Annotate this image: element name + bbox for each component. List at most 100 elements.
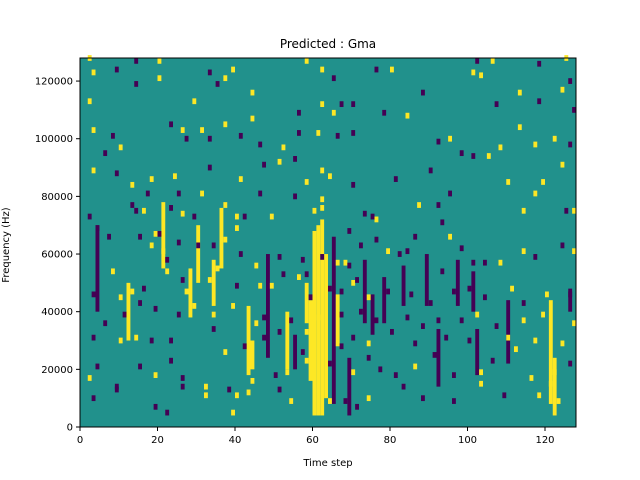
heatmap-cell xyxy=(262,161,266,168)
heatmap-cell xyxy=(289,317,294,324)
heatmap-cell xyxy=(498,259,503,266)
heatmap-cell xyxy=(223,75,228,82)
heatmap-cell xyxy=(405,112,410,119)
heatmap-band xyxy=(161,202,166,269)
heatmap-band xyxy=(362,259,367,324)
heatmap-cell xyxy=(211,326,216,332)
heatmap-cell xyxy=(304,271,309,278)
heatmap-cell xyxy=(533,337,538,344)
heatmap-band xyxy=(308,300,313,381)
heatmap-cell xyxy=(545,291,549,298)
heatmap-cell xyxy=(560,86,565,93)
heatmap-cell xyxy=(521,207,526,214)
heatmap-cell xyxy=(471,153,476,159)
heatmap-cell xyxy=(184,135,189,142)
heatmap-cell xyxy=(347,262,352,269)
heatmap-cell xyxy=(452,398,456,404)
heatmap-cell xyxy=(192,303,197,309)
heatmap-cell xyxy=(421,89,425,96)
heatmap-cell xyxy=(510,285,514,292)
heatmap-cell xyxy=(204,383,208,390)
heatmap-cell xyxy=(235,392,239,399)
heatmap-cell xyxy=(293,193,297,200)
y-tick-label: 60000 xyxy=(41,250,73,261)
heatmap-cell xyxy=(103,150,108,157)
heatmap-cell xyxy=(169,121,173,128)
heatmap-cell xyxy=(180,127,185,133)
heatmap-cell xyxy=(459,317,464,324)
heatmap-cell xyxy=(91,167,96,174)
heatmap-cell xyxy=(277,386,282,393)
heatmap-cell xyxy=(517,89,522,96)
heatmap-cell xyxy=(300,256,305,263)
heatmap-cell xyxy=(552,135,557,142)
heatmap-cell xyxy=(335,132,340,139)
heatmap-cell xyxy=(235,225,239,231)
heatmap-cell xyxy=(211,311,216,318)
heatmap-cell xyxy=(448,233,452,240)
heatmap-cell xyxy=(568,360,573,367)
heatmap-cell xyxy=(227,386,232,393)
heatmap-cell xyxy=(471,259,476,266)
heatmap-cell xyxy=(149,337,154,344)
heatmap-cell xyxy=(541,311,545,318)
heatmap-cell xyxy=(207,135,212,142)
heatmap-cell xyxy=(320,167,325,174)
heatmap-band xyxy=(548,300,553,404)
heatmap-cell xyxy=(572,107,576,113)
plot-frame xyxy=(79,57,577,428)
heatmap-cell xyxy=(180,375,185,381)
heatmap-cell xyxy=(355,403,359,410)
heatmap-band xyxy=(320,219,325,416)
heatmap-cell xyxy=(517,124,522,131)
heatmap-cell xyxy=(254,262,259,269)
heatmap-cell xyxy=(409,291,414,298)
x-axis-label: Time step xyxy=(302,458,352,469)
heatmap-band xyxy=(552,357,557,416)
heatmap-band xyxy=(324,254,328,399)
heatmap-cell xyxy=(114,170,119,177)
heatmap-cell xyxy=(242,213,247,220)
heatmap-cell xyxy=(304,58,309,64)
heatmap-cell xyxy=(405,314,410,321)
heatmap-cell xyxy=(161,248,166,255)
heatmap-cell xyxy=(153,372,158,378)
heatmap-cell xyxy=(494,323,499,329)
heatmap-cell xyxy=(277,158,282,165)
heatmap-cell xyxy=(250,89,255,96)
heatmap-cell xyxy=(180,277,185,283)
heatmap-cell xyxy=(91,69,96,76)
heatmap-cell xyxy=(331,75,336,82)
y-tick-label: 120000 xyxy=(35,77,73,88)
heatmap-cell xyxy=(297,274,301,280)
chart-title: Predicted : Gma xyxy=(280,37,376,51)
heatmap-cell xyxy=(184,288,189,295)
heatmap-cell xyxy=(300,349,305,355)
heatmap-cell xyxy=(138,363,142,370)
heatmap-cell xyxy=(320,196,325,203)
heatmap-cell xyxy=(386,288,390,295)
heatmap-cell xyxy=(130,288,135,295)
heatmap-cell xyxy=(436,317,441,324)
heatmap-cell xyxy=(393,176,398,182)
heatmap-cell xyxy=(223,349,228,355)
heatmap-band xyxy=(331,236,336,404)
heatmap-cell xyxy=(250,115,255,122)
x-tick-label: 120 xyxy=(535,435,554,446)
heatmap-cell xyxy=(192,213,197,220)
heatmap-cell xyxy=(103,320,108,327)
heatmap-cell xyxy=(529,375,534,381)
heatmap-cell xyxy=(366,395,371,402)
heatmap-band xyxy=(188,268,193,318)
heatmap-cell xyxy=(339,311,344,318)
x-tick-label: 100 xyxy=(458,435,477,446)
heatmap-cell xyxy=(142,285,146,292)
heatmap-cell xyxy=(537,60,542,67)
heatmap-cell xyxy=(506,334,511,341)
heatmap-band xyxy=(382,277,387,324)
heatmap-cell xyxy=(223,236,228,243)
heatmap-cell xyxy=(397,251,402,257)
heatmap-cell xyxy=(366,354,371,361)
heatmap-cell xyxy=(293,156,297,162)
heatmap-cell xyxy=(568,78,573,84)
